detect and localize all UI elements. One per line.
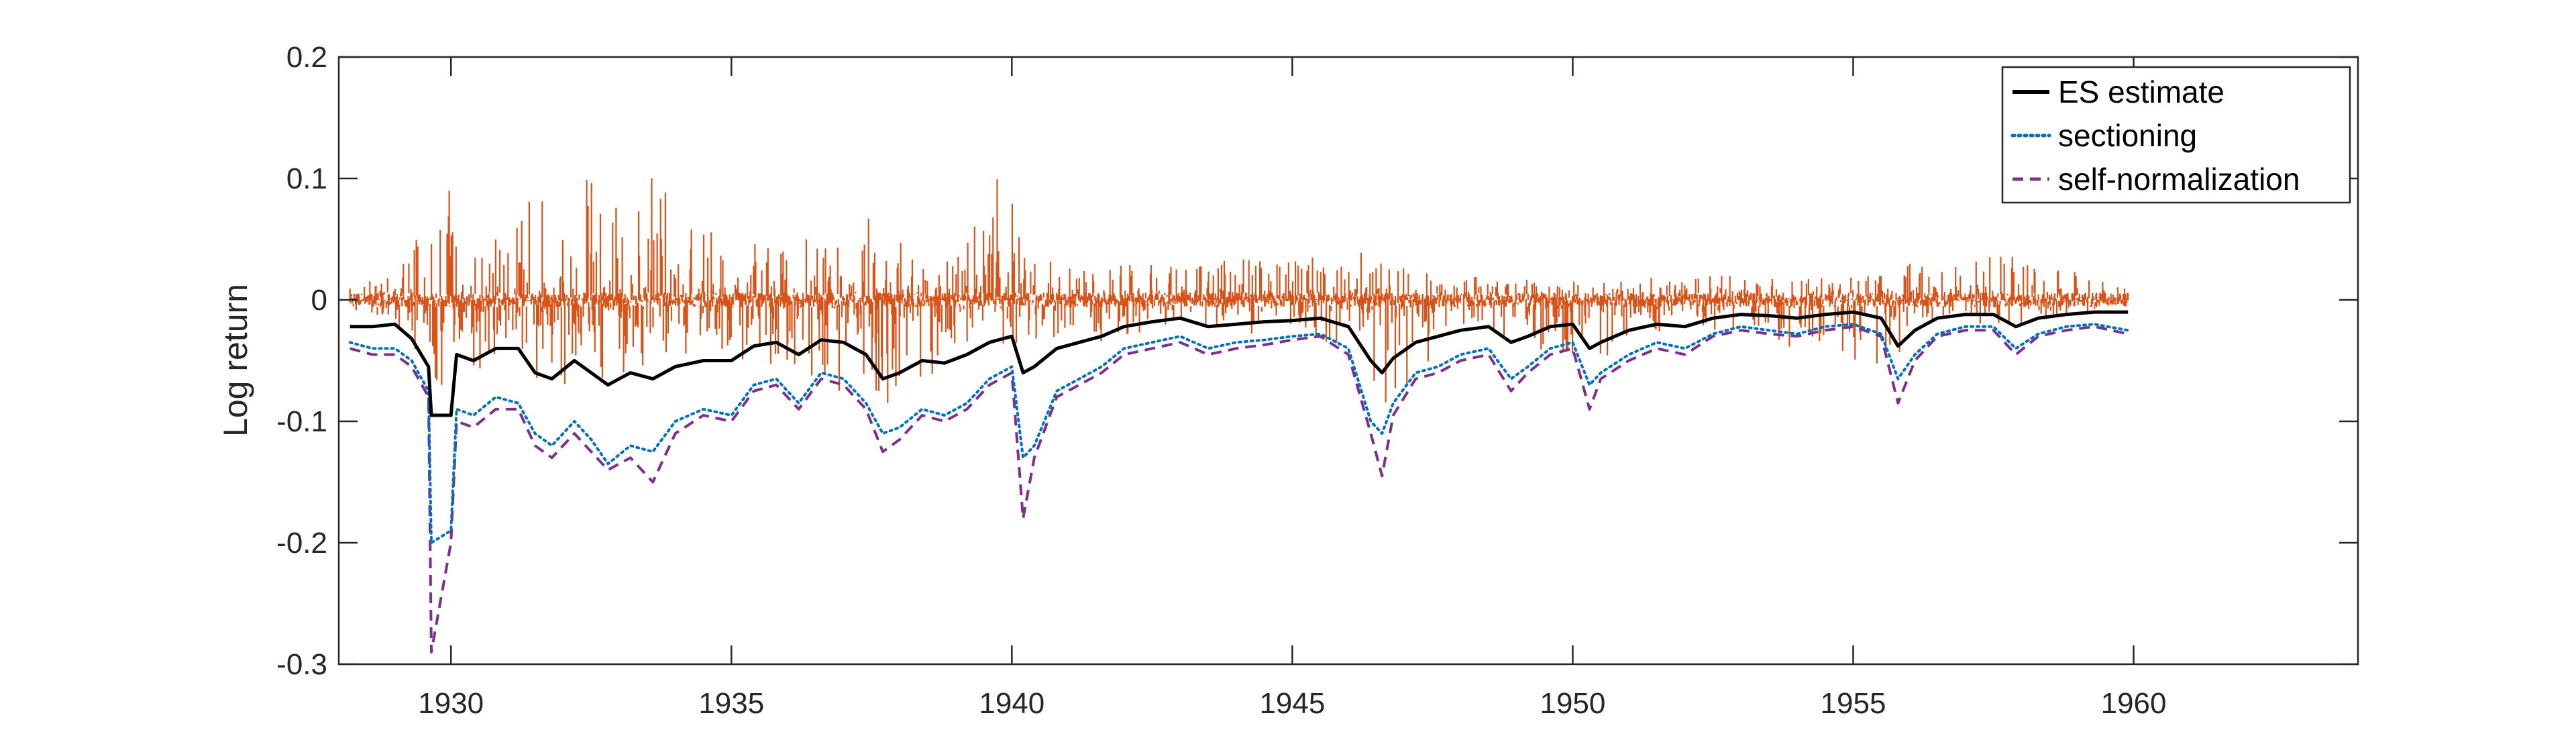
x-tick-labels: 1930 1935 1940 1945 1950 1955 1960 xyxy=(418,687,2166,720)
y-tick-label: -0.2 xyxy=(276,527,327,560)
legend-label-es-estimate: ES estimate xyxy=(2058,74,2224,109)
series-line-es-estimate xyxy=(350,310,2129,417)
legend-label-self-normalization: self-normalization xyxy=(2058,162,2300,197)
series-line-sectioning xyxy=(348,323,2130,544)
y-tick-label: -0.3 xyxy=(276,648,327,681)
x-tick-label: 1930 xyxy=(418,687,484,720)
legend-label-sectioning: sectioning xyxy=(2058,118,2197,153)
x-tick-label: 1935 xyxy=(698,687,764,720)
line-series-group xyxy=(348,310,2130,653)
x-tick-label: 1945 xyxy=(1259,687,1325,720)
y-tick-label: -0.1 xyxy=(276,405,327,438)
y-tick-labels: 0.2 0.1 0 -0.1 -0.2 -0.3 xyxy=(276,41,327,681)
legend: ES estimate sectioning self-normalizatio… xyxy=(2001,66,2351,204)
y-axis-label: Log return xyxy=(217,284,254,437)
series-line-self-normalization xyxy=(350,325,2129,653)
x-tick-label: 1940 xyxy=(979,687,1044,720)
y-tick-label: 0 xyxy=(311,284,327,317)
plot-frame xyxy=(337,56,2359,666)
x-tick-label: 1950 xyxy=(1540,687,1605,720)
y-tick-label: 0.1 xyxy=(286,162,327,195)
x-tick-label: 1960 xyxy=(2101,687,2167,720)
y-tick-label: 0.2 xyxy=(286,41,327,74)
x-tick-label: 1955 xyxy=(1821,687,1886,720)
legend-box xyxy=(2001,66,2351,204)
